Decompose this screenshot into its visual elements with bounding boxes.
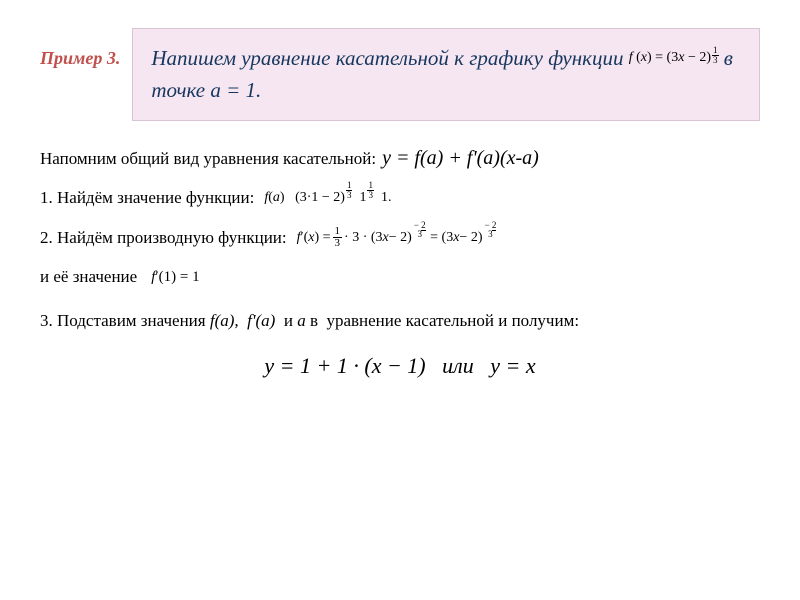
step1-label: 1. Найдём значение функции: [40,188,254,208]
step2-label: 2. Найдём производную функции: [40,228,287,248]
step1-math: f (a) (3·1 − 2)13 113 1. [264,189,391,208]
step2b-line: и её значение f ′(1) = 1 [40,267,760,287]
example-label: Пример 3. [40,28,132,69]
final-eq: y = 1 + 1 · (x − 1) или y = x [40,353,760,379]
problem-formula: f (x) = (3x − 2)13 [629,47,719,73]
header-row: Пример 3. Напишем уравнение касательной … [0,0,800,121]
problem-text-1: Напишем уравнение касательной к графику … [151,46,623,70]
body: Напомним общий вид уравнения касательной… [0,121,800,379]
step2b-label: и её значение [40,267,137,287]
step2-line: 2. Найдём производную функции: f ′(x) = … [40,226,760,249]
step1-line: 1. Найдём значение функции: f (a) (3·1 −… [40,188,760,208]
step2-math: f ′(x) = 13 · 3 · (3x − 2)− 23 = (3x − 2… [297,226,498,249]
general-label: Напомним общий вид уравнения касательной… [40,149,376,169]
step3-text: 3. Подставим значения f(a), f'(a) и a в … [40,311,579,330]
problem-box: Напишем уравнение касательной к графику … [132,28,760,121]
general-eq: y = f(a) + f'(a)(x-a) [382,147,539,170]
step2b-val: f ′(1) = 1 [151,269,199,286]
general-form-line: Напомним общий вид уравнения касательной… [40,147,760,170]
step3-line: 3. Подставим значения f(a), f'(a) и a в … [40,309,760,333]
